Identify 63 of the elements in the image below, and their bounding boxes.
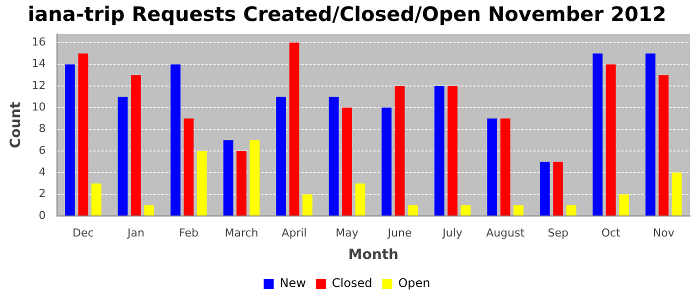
x-tick-label: July [442, 226, 463, 240]
legend-label: Open [398, 276, 430, 290]
y-tick-label: 12 [32, 78, 46, 92]
legend-label: New [280, 276, 306, 290]
bar [236, 151, 246, 216]
bar [65, 64, 75, 216]
y-tick-label: 10 [32, 100, 46, 114]
y-tick-label: 2 [38, 187, 46, 200]
x-tick-label: Sep [548, 226, 568, 240]
x-tick-label: Feb [178, 226, 198, 240]
x-tick-label: Nov [652, 226, 675, 240]
y-tick-label: 8 [38, 122, 46, 136]
x-tick-label: Dec [72, 226, 94, 240]
bar [131, 75, 141, 216]
bar [460, 205, 471, 216]
bar [302, 194, 312, 216]
bar [91, 184, 102, 216]
bar [514, 205, 524, 216]
bar [500, 118, 510, 216]
bar [645, 54, 656, 216]
bar [592, 54, 603, 216]
x-tick-label: March [224, 226, 258, 240]
bar [553, 162, 564, 216]
y-tick-label: 14 [32, 57, 46, 70]
bar [540, 162, 550, 216]
x-tick-label: June [386, 226, 412, 240]
bar [394, 86, 405, 216]
bar [328, 96, 339, 216]
bar [196, 151, 207, 216]
bar [448, 86, 458, 216]
x-tick-label: April [282, 226, 307, 240]
x-tick-label: Jan [126, 226, 144, 240]
chart-title: iana-trip Requests Created/Closed/Open November 2012 [28, 2, 666, 26]
bar [78, 54, 88, 216]
x-tick-label: May [336, 226, 359, 240]
bar [487, 118, 498, 216]
bar [276, 96, 286, 216]
bar [342, 108, 352, 216]
bar [289, 42, 300, 216]
bar [184, 118, 194, 216]
y-tick-label: 0 [38, 208, 46, 222]
legend-label: Closed [332, 276, 372, 290]
bar [170, 64, 180, 216]
y-tick-label: 4 [38, 166, 46, 179]
bar [672, 172, 682, 216]
bar [408, 205, 418, 216]
y-tick-label: 16 [32, 36, 46, 49]
x-tick-label: Oct [601, 226, 622, 240]
bar [144, 205, 154, 216]
x-axis-title: Month [348, 247, 398, 264]
bar [382, 108, 392, 216]
bar [355, 184, 366, 216]
bar [606, 64, 616, 216]
bar [619, 194, 629, 216]
y-tick-label: 6 [38, 144, 46, 157]
bar [223, 140, 234, 216]
x-tick-label: August [486, 226, 526, 240]
bar [658, 75, 669, 216]
bar [434, 86, 444, 216]
bar [566, 205, 576, 216]
y-axis-title: Count [8, 101, 24, 148]
bar [250, 140, 260, 216]
bar [118, 96, 128, 216]
